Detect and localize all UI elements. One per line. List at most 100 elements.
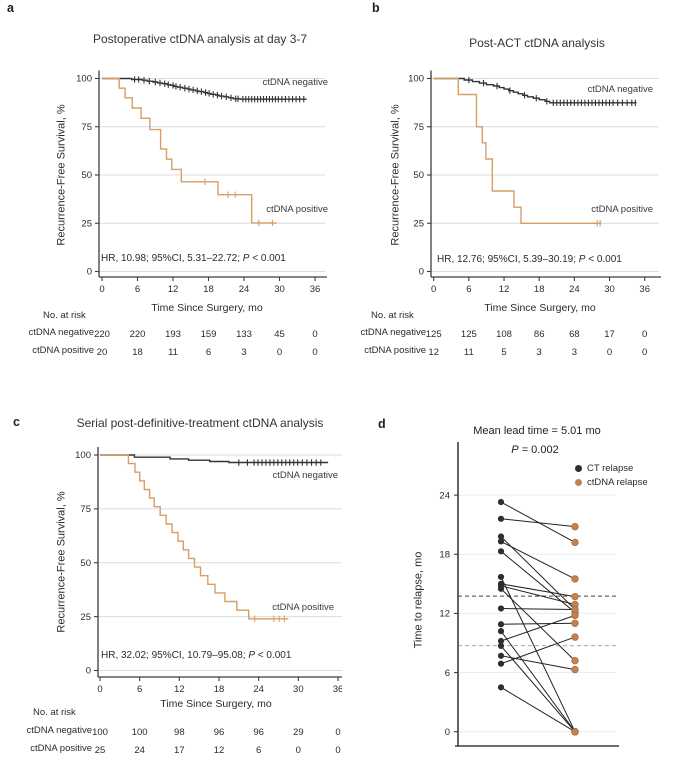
pair-connector-line <box>500 636 576 665</box>
km-plot-c: 0 25 50 75 100 0 6 12 18 24 30 36 100 100 98 96 96 29 0 25 2… <box>75 447 342 756</box>
risk-header-a: No. at risk <box>43 310 86 321</box>
pair-connector-line <box>500 614 576 642</box>
ctdna-relapse-dot <box>571 522 579 531</box>
x-tick-label: 18 <box>203 284 214 295</box>
ctdna-relapse-dot <box>571 575 579 583</box>
panel-a: 0 25 50 75 100 0 6 12 18 24 30 36 220 220 193 159 133 45 0… <box>0 0 342 390</box>
panel-letter-c: c <box>13 415 20 429</box>
y-tick-label: 50 <box>413 170 424 181</box>
risk-value: 12 <box>214 745 225 756</box>
risk-value: 6 <box>256 745 261 756</box>
x-tick-label: 30 <box>604 284 615 295</box>
risk-value: 125 <box>426 329 442 340</box>
panel-d: 0 6 12 18 24 d Mean lead time = 5.01 mo P = … <box>341 390 683 772</box>
risk-value: 0 <box>642 347 647 358</box>
panel-letter-b: b <box>372 1 380 15</box>
y-tick-label: 75 <box>413 122 424 133</box>
y-tick-label: 25 <box>81 218 92 229</box>
stats-text-b: HR, 12.76; 95%CI, 5.39–30.19; P < 0.001 <box>437 254 622 265</box>
ct-relapse-legend-label: CT relapse <box>587 463 634 474</box>
curve-label-negative-b: ctDNA negative <box>587 84 653 95</box>
x-tick-label: 18 <box>214 684 225 695</box>
ctdna-relapse-dot <box>571 665 579 674</box>
risk-value: 0 <box>335 745 340 756</box>
x-tick-label: 24 <box>569 284 580 295</box>
risk-value: 3 <box>572 347 577 358</box>
ct-relapse-dot <box>497 652 505 659</box>
risk-value: 68 <box>569 329 580 340</box>
y-tick-label: 6 <box>445 668 450 679</box>
pair-connector-line <box>500 645 576 733</box>
panel-letter-a: a <box>7 1 14 15</box>
risk-value: 3 <box>241 347 246 358</box>
risk-value: 96 <box>253 727 264 738</box>
km-curve-positive <box>100 454 289 620</box>
risk-value: 17 <box>174 745 185 756</box>
risk-value: 11 <box>168 347 178 358</box>
x-tick-label: 24 <box>253 684 264 695</box>
km-curve-positive <box>102 77 277 224</box>
risk-value: 11 <box>464 347 474 358</box>
ctdna-relapse-dot <box>571 657 579 665</box>
panel-title-b: Post-ACT ctDNA analysis <box>469 36 605 50</box>
y-axis-title-a: Recurrence-Free Survival, % <box>55 104 68 246</box>
curve-label-negative-a: ctDNA negative <box>262 77 328 88</box>
risk-row-label-negative-c: ctDNA negative <box>26 725 92 736</box>
panel-letter-d: d <box>378 417 386 431</box>
risk-value: 108 <box>496 329 512 340</box>
x-axis-title-b: Time Since Surgery, mo <box>484 302 596 314</box>
ct-relapse-dot <box>497 548 505 555</box>
ctdna-relapse-dot <box>571 538 579 547</box>
stats-text-a: HR, 10.98; 95%CI, 5.31–22.72; P < 0.001 <box>101 253 286 264</box>
x-tick-label: 36 <box>639 284 650 295</box>
risk-value: 220 <box>130 329 146 340</box>
risk-value: 0 <box>642 329 647 340</box>
ct-relapse-legend-dot <box>575 465 582 472</box>
ctdna-relapse-legend-label: ctDNA relapse <box>587 477 648 488</box>
ct-relapse-dot <box>497 498 505 506</box>
risk-row-label-negative-b: ctDNA negative <box>360 327 426 338</box>
x-axis-title-a: Time Since Surgery, mo <box>151 302 263 314</box>
ct-relapse-dot <box>497 684 505 691</box>
risk-value: 159 <box>201 329 217 340</box>
curve-label-positive-b: ctDNA positive <box>591 204 653 215</box>
x-tick-label: 6 <box>137 684 142 695</box>
risk-value: 98 <box>174 727 185 738</box>
ct-relapse-dot <box>497 533 505 540</box>
x-tick-label: 0 <box>97 684 102 695</box>
risk-value: 45 <box>274 329 285 340</box>
stats-text-c: HR, 32.02; 95%CI, 10.79–95.08; P < 0.001 <box>101 650 292 661</box>
risk-value: 86 <box>534 329 545 340</box>
pair-connector-line <box>500 541 576 580</box>
risk-value: 96 <box>214 727 225 738</box>
risk-value: 0 <box>312 347 317 358</box>
pair-connector-line <box>500 585 576 606</box>
ct-relapse-dot <box>497 642 505 650</box>
km-curve-negative <box>433 77 637 104</box>
y-tick-label: 18 <box>439 549 450 560</box>
risk-value: 0 <box>296 745 301 756</box>
y-tick-label: 25 <box>80 612 91 623</box>
legend-item-ct-relapse: CT relapse <box>575 463 633 474</box>
risk-value: 3 <box>537 347 542 358</box>
risk-value: 5 <box>501 347 506 358</box>
ctdna-relapse-dot <box>571 611 579 620</box>
y-tick-label: 100 <box>408 74 424 85</box>
x-tick-label: 0 <box>431 284 436 295</box>
ct-relapse-dot <box>497 621 505 628</box>
risk-value: 220 <box>94 329 110 340</box>
y-axis-title-c: Recurrence-Free Survival, % <box>55 491 68 633</box>
risk-value: 133 <box>236 329 252 340</box>
x-tick-label: 18 <box>534 284 545 295</box>
pair-connector-line <box>500 655 576 671</box>
y-tick-label: 0 <box>87 267 92 278</box>
mean-lead-time-text: Mean lead time = 5.01 mo <box>473 425 601 437</box>
risk-value: 17 <box>604 329 615 340</box>
y-tick-label: 24 <box>439 490 450 501</box>
panel-title-c: Serial post-definitive-treatment ctDNA a… <box>76 416 324 430</box>
x-tick-label: 6 <box>466 284 471 295</box>
curve-label-positive-a: ctDNA positive <box>266 204 328 215</box>
